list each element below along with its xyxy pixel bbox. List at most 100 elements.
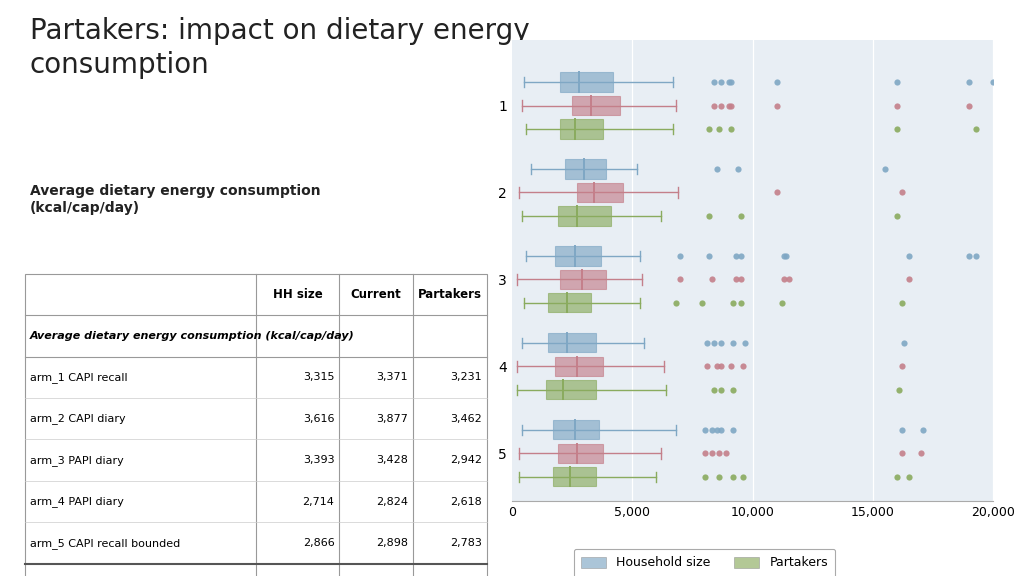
Point bbox=[728, 275, 744, 284]
Point bbox=[723, 124, 739, 134]
Point bbox=[901, 251, 918, 260]
Point bbox=[709, 362, 725, 371]
Point bbox=[896, 338, 912, 347]
Bar bbox=[553, 420, 599, 439]
Point bbox=[668, 298, 684, 308]
Text: arm_3 PAPI diary: arm_3 PAPI diary bbox=[30, 455, 124, 465]
Point bbox=[768, 77, 784, 86]
Text: 2,898: 2,898 bbox=[376, 538, 409, 548]
Point bbox=[913, 449, 930, 458]
Bar bbox=[560, 270, 606, 289]
Text: arm_1 CAPI recall: arm_1 CAPI recall bbox=[30, 372, 128, 382]
Text: Average dietary energy consumption
(kcal/cap/day): Average dietary energy consumption (kcal… bbox=[30, 184, 321, 214]
Point bbox=[725, 338, 741, 347]
Text: arm_4 PAPI diary: arm_4 PAPI diary bbox=[30, 497, 124, 507]
Point bbox=[735, 472, 752, 482]
Point bbox=[894, 188, 910, 197]
Point bbox=[725, 298, 741, 308]
Text: 2,618: 2,618 bbox=[451, 497, 482, 507]
Point bbox=[713, 77, 729, 86]
Point bbox=[706, 385, 722, 395]
Point bbox=[735, 362, 752, 371]
Point bbox=[713, 385, 729, 395]
Point bbox=[889, 124, 905, 134]
Text: 2,866: 2,866 bbox=[303, 538, 335, 548]
Bar bbox=[565, 160, 606, 179]
Point bbox=[889, 77, 905, 86]
Point bbox=[891, 385, 907, 395]
Point bbox=[723, 362, 739, 371]
Point bbox=[718, 449, 734, 458]
Point bbox=[732, 251, 749, 260]
Text: 3,393: 3,393 bbox=[303, 455, 335, 465]
Point bbox=[713, 425, 729, 434]
Point bbox=[915, 425, 932, 434]
Text: 3,371: 3,371 bbox=[377, 372, 409, 382]
Bar bbox=[577, 183, 623, 202]
Point bbox=[713, 101, 729, 110]
Point bbox=[701, 124, 718, 134]
Point bbox=[732, 298, 749, 308]
Point bbox=[672, 275, 688, 284]
Bar bbox=[26, 274, 486, 576]
Point bbox=[672, 251, 688, 260]
Point bbox=[969, 251, 985, 260]
Text: 2,824: 2,824 bbox=[376, 497, 409, 507]
Point bbox=[894, 362, 910, 371]
Point bbox=[961, 101, 977, 110]
Point bbox=[713, 362, 729, 371]
Point bbox=[877, 164, 893, 173]
Point bbox=[894, 449, 910, 458]
Bar bbox=[555, 357, 603, 376]
Text: arm_2 CAPI diary: arm_2 CAPI diary bbox=[30, 414, 126, 424]
Point bbox=[985, 77, 1001, 86]
Point bbox=[701, 251, 718, 260]
Point bbox=[889, 211, 905, 221]
Text: 2,942: 2,942 bbox=[451, 455, 482, 465]
Point bbox=[773, 298, 790, 308]
Bar bbox=[558, 444, 603, 463]
Point bbox=[901, 472, 918, 482]
Point bbox=[703, 425, 720, 434]
Point bbox=[901, 275, 918, 284]
Point bbox=[768, 101, 784, 110]
Point bbox=[698, 362, 715, 371]
Point bbox=[778, 251, 795, 260]
Bar bbox=[546, 380, 596, 399]
Text: 3,231: 3,231 bbox=[451, 372, 482, 382]
Point bbox=[768, 188, 784, 197]
Text: Partakers: Partakers bbox=[418, 288, 482, 301]
Point bbox=[709, 425, 725, 434]
Point bbox=[711, 124, 727, 134]
Text: 3,877: 3,877 bbox=[377, 414, 409, 424]
Point bbox=[711, 472, 727, 482]
Point bbox=[889, 472, 905, 482]
Point bbox=[703, 275, 720, 284]
Point bbox=[776, 251, 793, 260]
Point bbox=[780, 275, 797, 284]
Point bbox=[713, 338, 729, 347]
Text: 3,462: 3,462 bbox=[451, 414, 482, 424]
Point bbox=[728, 251, 744, 260]
Point bbox=[711, 449, 727, 458]
Text: 3,616: 3,616 bbox=[303, 414, 335, 424]
Bar bbox=[553, 467, 596, 486]
Bar bbox=[572, 96, 621, 115]
Point bbox=[732, 275, 749, 284]
Bar bbox=[558, 206, 610, 226]
Point bbox=[706, 77, 722, 86]
Point bbox=[737, 338, 754, 347]
Point bbox=[732, 211, 749, 221]
Point bbox=[730, 164, 746, 173]
Point bbox=[706, 338, 722, 347]
Text: arm_5 CAPI recall bounded: arm_5 CAPI recall bounded bbox=[30, 538, 180, 548]
Point bbox=[703, 449, 720, 458]
Point bbox=[725, 425, 741, 434]
Point bbox=[696, 472, 713, 482]
Legend: Household size, Current HH Size, Partakers: Household size, Current HH Size, Partake… bbox=[573, 549, 836, 576]
Bar bbox=[548, 334, 596, 353]
Point bbox=[694, 298, 711, 308]
Point bbox=[721, 77, 737, 86]
Bar bbox=[548, 293, 592, 312]
Text: 2,783: 2,783 bbox=[451, 538, 482, 548]
